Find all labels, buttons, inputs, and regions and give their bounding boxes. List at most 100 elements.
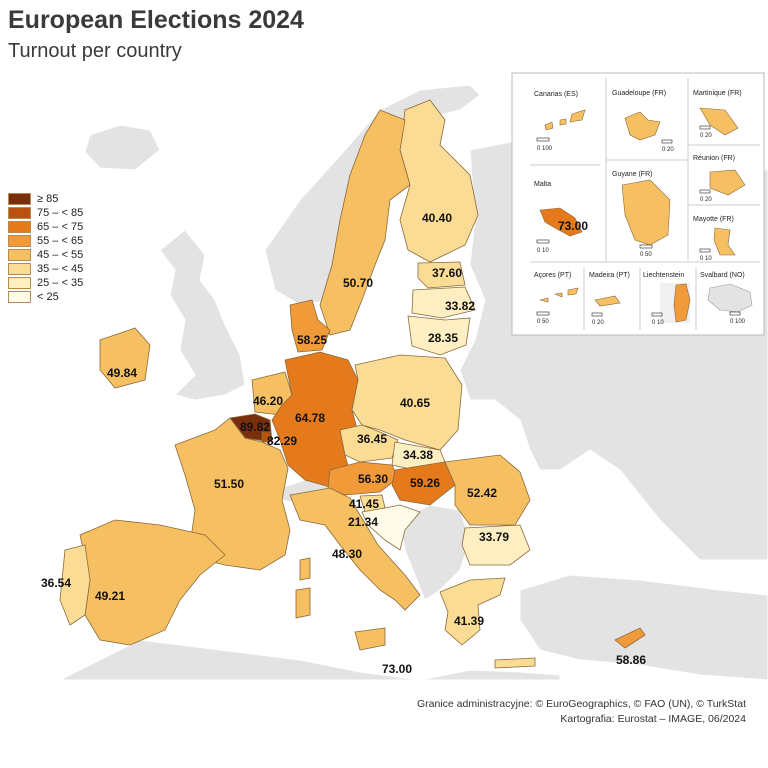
inset-liechtenstein-shape xyxy=(673,283,691,323)
turkey-land xyxy=(519,574,768,681)
legend-swatch xyxy=(8,248,31,261)
inset-guyane-shape xyxy=(621,179,671,246)
scale-martinique: 0 20 xyxy=(700,133,712,139)
scale-malta: 0 10 xyxy=(537,248,549,254)
insets-panel: Canarias (ES) Guadeloupe (FR) Martinique… xyxy=(511,72,765,336)
legend-swatch xyxy=(8,192,31,205)
legend-label: 25 – < 35 xyxy=(37,276,84,289)
bulgaria-shape xyxy=(461,524,531,566)
label-spain: 49.21 xyxy=(95,589,125,603)
page-title: European Elections 2024 xyxy=(8,6,304,34)
balkans-land xyxy=(399,504,471,601)
label-sweden: 50.70 xyxy=(343,276,373,290)
legend-swatch xyxy=(8,220,31,233)
inset-title-guadeloupe: Guadeloupe (FR) xyxy=(612,90,666,97)
label-netherlands: 46.20 xyxy=(253,394,283,408)
scale-guyane: 0 50 xyxy=(640,252,652,258)
ireland-shape xyxy=(99,327,151,389)
iceland-land xyxy=(84,124,161,171)
label-poland: 40.65 xyxy=(400,396,430,410)
inset-title-reunion: Réunion (FR) xyxy=(693,155,735,162)
legend-swatch xyxy=(8,290,31,303)
label-estonia: 37.60 xyxy=(432,266,462,280)
inset-acores-shape xyxy=(539,287,579,303)
inset-title-canarias: Canarias (ES) xyxy=(534,91,578,98)
scale-acores: 0 50 xyxy=(537,319,549,325)
label-luxembourg: 82.29 xyxy=(267,434,297,448)
credits: Granice administracyjne: © EuroGeographi… xyxy=(417,697,746,727)
label-ireland: 49.84 xyxy=(107,366,137,380)
label-cyprus: 58.86 xyxy=(616,653,646,667)
legend-item: 65 – < 75 xyxy=(8,220,83,233)
scale-mayotte: 0 10 xyxy=(700,256,712,262)
corsica-shape xyxy=(299,557,311,581)
label-romania: 52.42 xyxy=(467,486,497,500)
label-france: 51.50 xyxy=(214,477,244,491)
luxembourg-shape xyxy=(261,431,271,443)
label-hungary: 59.26 xyxy=(410,476,440,490)
inset-title-mayotte: Mayotte (FR) xyxy=(693,216,734,223)
inset-title-martinique: Martinique (FR) xyxy=(693,90,742,97)
label-finland: 40.40 xyxy=(422,211,452,225)
croatia-shape xyxy=(361,504,421,551)
portugal-shape xyxy=(59,544,91,626)
sweden-shape xyxy=(319,109,411,336)
legend-item: 35 – < 45 xyxy=(8,262,83,275)
greece-shape xyxy=(439,577,506,646)
legend-label: 45 – < 55 xyxy=(37,248,84,261)
scale-guadeloupe: 0 20 xyxy=(662,147,674,153)
legend-swatch xyxy=(8,206,31,219)
inset-reunion-shape xyxy=(709,169,746,196)
inset-martinique-shape xyxy=(699,107,739,136)
scale-liechtenstein: 0 10 xyxy=(652,320,664,326)
label-germany: 64.78 xyxy=(295,411,325,425)
inset-title-malta: Malta xyxy=(534,181,551,188)
africa-land xyxy=(59,639,561,681)
legend-label: ≥ 85 xyxy=(37,192,59,205)
scale-madeira: 0 20 xyxy=(592,320,604,326)
legend-item: 55 – < 65 xyxy=(8,234,83,247)
legend-item: 25 – < 35 xyxy=(8,276,83,289)
inset-madeira-shape xyxy=(594,295,621,307)
legend-item: < 25 xyxy=(8,290,83,303)
scale-reunion: 0 20 xyxy=(700,197,712,203)
denmark-shape xyxy=(289,299,331,353)
inset-guadeloupe-shape xyxy=(624,111,661,141)
legend-item: 45 – < 55 xyxy=(8,248,83,261)
label-slovakia: 34.38 xyxy=(403,448,433,462)
inset-canarias-shape xyxy=(544,109,586,131)
italy-shape xyxy=(289,487,421,611)
uk-land xyxy=(159,229,246,401)
scale-svalbard: 0 100 xyxy=(730,319,746,325)
inset-malta-shape xyxy=(539,207,583,237)
inset-title-guyane: Guyane (FR) xyxy=(612,171,652,178)
legend-label: 55 – < 65 xyxy=(37,234,84,247)
label-czechia: 36.45 xyxy=(357,432,387,446)
label-lithuania: 28.35 xyxy=(428,331,458,345)
legend: ≥ 85 75 – < 85 65 – < 75 55 – < 65 45 – … xyxy=(8,192,83,304)
legend-swatch xyxy=(8,262,31,275)
credits-cartography: Kartografia: Eurostat – IMAGE, 06/2024 xyxy=(560,713,746,725)
inset-malta-value: 73.00 xyxy=(558,219,588,233)
legend-item: 75 – < 85 xyxy=(8,206,83,219)
label-belgium: 89.82 xyxy=(240,420,270,434)
lithuania-shape xyxy=(407,315,471,356)
page-subtitle: Turnout per country xyxy=(8,40,182,62)
inset-title-svalbard: Svalbard (NO) xyxy=(700,272,745,279)
crete-shape xyxy=(494,657,536,669)
legend-label: 65 – < 75 xyxy=(37,220,84,233)
inset-svalbard-shape xyxy=(707,283,753,313)
cyprus-shape xyxy=(614,627,646,649)
label-italy: 48.30 xyxy=(332,547,362,561)
label-austria: 56.30 xyxy=(358,472,388,486)
sardinia-shape xyxy=(295,587,311,619)
inset-title-acores: Açores (PT) xyxy=(534,272,571,279)
scale-canarias: 0 100 xyxy=(537,146,553,152)
legend-label: 35 – < 45 xyxy=(37,262,84,275)
credits-boundaries: Granice administracyjne: © EuroGeographi… xyxy=(417,698,746,710)
label-latvia: 33.82 xyxy=(445,299,475,313)
label-croatia: 21.34 xyxy=(348,515,378,529)
label-portugal: 36.54 xyxy=(41,576,71,590)
label-slovenia: 41.45 xyxy=(349,497,379,511)
